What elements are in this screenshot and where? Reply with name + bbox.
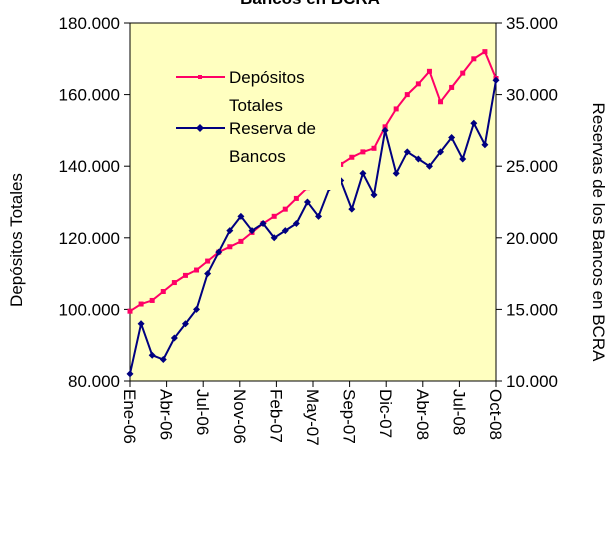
data-point-depositos <box>415 81 421 87</box>
legend-marker-depositos <box>198 75 202 79</box>
data-point-reserva <box>425 162 433 170</box>
data-point-reserva <box>492 76 500 84</box>
legend-label-reserva-line1: Reserva de <box>229 119 316 138</box>
data-point-reserva <box>181 320 189 328</box>
data-point-depositos <box>127 308 133 314</box>
data-point-reserva <box>237 212 245 220</box>
data-point-depositos <box>460 70 466 76</box>
data-point-reserva <box>315 212 323 220</box>
data-point-depositos <box>404 92 410 98</box>
data-point-reserva <box>459 155 467 163</box>
data-point-depositos <box>360 149 366 155</box>
data-point-depositos <box>205 258 211 264</box>
x-tick-label: Dic-07 <box>376 389 395 438</box>
data-point-reserva <box>137 320 145 328</box>
x-axis: Ene-06 Abr-06 Jul-06 Nov-06 Feb-07 May-07 Sep-… <box>120 381 505 446</box>
legend-label-reserva-line2: Bancos <box>229 147 286 166</box>
data-point-reserva <box>392 169 400 177</box>
series-layer <box>126 49 500 378</box>
y-left-tick-label: 100.000 <box>59 300 120 319</box>
y-left-tick-label: 180.000 <box>59 14 120 33</box>
data-point-depositos <box>438 99 444 105</box>
legend-marker-reserva <box>196 124 204 132</box>
y-axis-right-title: Reservas de los Bancos en BCRA <box>589 103 608 363</box>
x-tick-label: Feb-07 <box>266 389 285 443</box>
data-point-reserva <box>303 198 311 206</box>
legend: Depósitos Totales Reserva de Bancos <box>169 60 341 190</box>
y-axis-right: 10.000 15.000 20.000 25.000 30.000 35.000 <box>496 14 558 391</box>
data-point-reserva <box>414 155 422 163</box>
data-point-depositos <box>182 272 188 278</box>
data-point-reserva <box>481 141 489 149</box>
y-right-tick-label: 25.000 <box>506 157 558 176</box>
x-tick-label: Jul-08 <box>449 389 468 435</box>
data-point-depositos <box>138 301 144 307</box>
data-point-depositos <box>449 84 455 90</box>
x-tick-label: Ene-06 <box>120 389 139 444</box>
data-point-depositos <box>171 280 177 286</box>
data-point-reserva <box>281 227 289 235</box>
y-left-tick-label: 80.000 <box>68 372 120 391</box>
x-tick-label: May-07 <box>303 389 322 446</box>
data-point-depositos <box>293 195 299 201</box>
x-tick-label: Oct-08 <box>486 389 505 440</box>
data-point-depositos <box>426 68 432 74</box>
legend-box <box>169 60 341 190</box>
data-point-depositos <box>194 267 200 273</box>
data-point-reserva <box>403 148 411 156</box>
x-tick-label: Nov-06 <box>230 389 249 444</box>
x-tick-label: Jul-06 <box>193 389 212 435</box>
data-point-reserva <box>448 134 456 142</box>
data-point-depositos <box>282 206 288 212</box>
y-right-tick-label: 15.000 <box>506 300 558 319</box>
data-point-reserva <box>193 305 201 313</box>
x-tick-label: Abr-08 <box>413 389 432 440</box>
data-point-reserva <box>381 126 389 134</box>
chart-title: Bancos en BCRA <box>240 0 380 8</box>
data-point-depositos <box>160 289 166 294</box>
data-point-depositos <box>149 297 155 303</box>
data-point-reserva <box>204 270 212 278</box>
data-point-depositos <box>393 106 399 112</box>
y-right-tick-label: 35.000 <box>506 14 558 33</box>
data-point-reserva <box>226 227 234 235</box>
data-point-reserva <box>248 227 256 235</box>
data-point-reserva <box>348 205 356 213</box>
data-point-reserva <box>359 169 367 177</box>
y-left-tick-label: 160.000 <box>59 86 120 105</box>
y-right-tick-label: 10.000 <box>506 372 558 391</box>
x-tick-label: Sep-07 <box>340 389 359 444</box>
y-right-tick-label: 30.000 <box>506 86 558 105</box>
data-point-depositos <box>471 56 477 62</box>
y-left-tick-label: 120.000 <box>59 229 120 248</box>
data-point-reserva <box>470 119 478 127</box>
data-point-reserva <box>437 148 445 156</box>
data-point-depositos <box>238 238 244 244</box>
data-point-reserva <box>215 248 223 256</box>
data-point-reserva <box>126 370 134 378</box>
data-point-depositos <box>227 244 233 250</box>
data-point-reserva <box>270 234 278 242</box>
data-point-reserva <box>292 219 300 227</box>
x-tick-label: Abr-06 <box>157 389 176 440</box>
data-point-depositos <box>349 154 355 160</box>
data-point-reserva <box>159 356 167 364</box>
legend-label-depositos-line2: Totales <box>229 96 283 115</box>
data-point-depositos <box>382 124 388 130</box>
legend-label-depositos-line1: Depósitos <box>229 68 305 87</box>
y-left-tick-label: 140.000 <box>59 157 120 176</box>
data-point-reserva <box>370 191 378 199</box>
data-point-depositos <box>271 213 277 219</box>
data-point-reserva <box>170 334 178 342</box>
series-line-1 <box>129 80 497 375</box>
y-axis-left-title: Depósitos Totales <box>7 173 26 307</box>
data-point-depositos <box>482 49 488 55</box>
y-axis-left: 80.000 100.000 120.000 140.000 160.000 180.00… <box>59 14 130 391</box>
data-point-reserva <box>259 219 267 227</box>
y-right-tick-label: 20.000 <box>506 229 558 248</box>
data-point-depositos <box>371 145 377 151</box>
data-point-reserva <box>148 351 156 359</box>
